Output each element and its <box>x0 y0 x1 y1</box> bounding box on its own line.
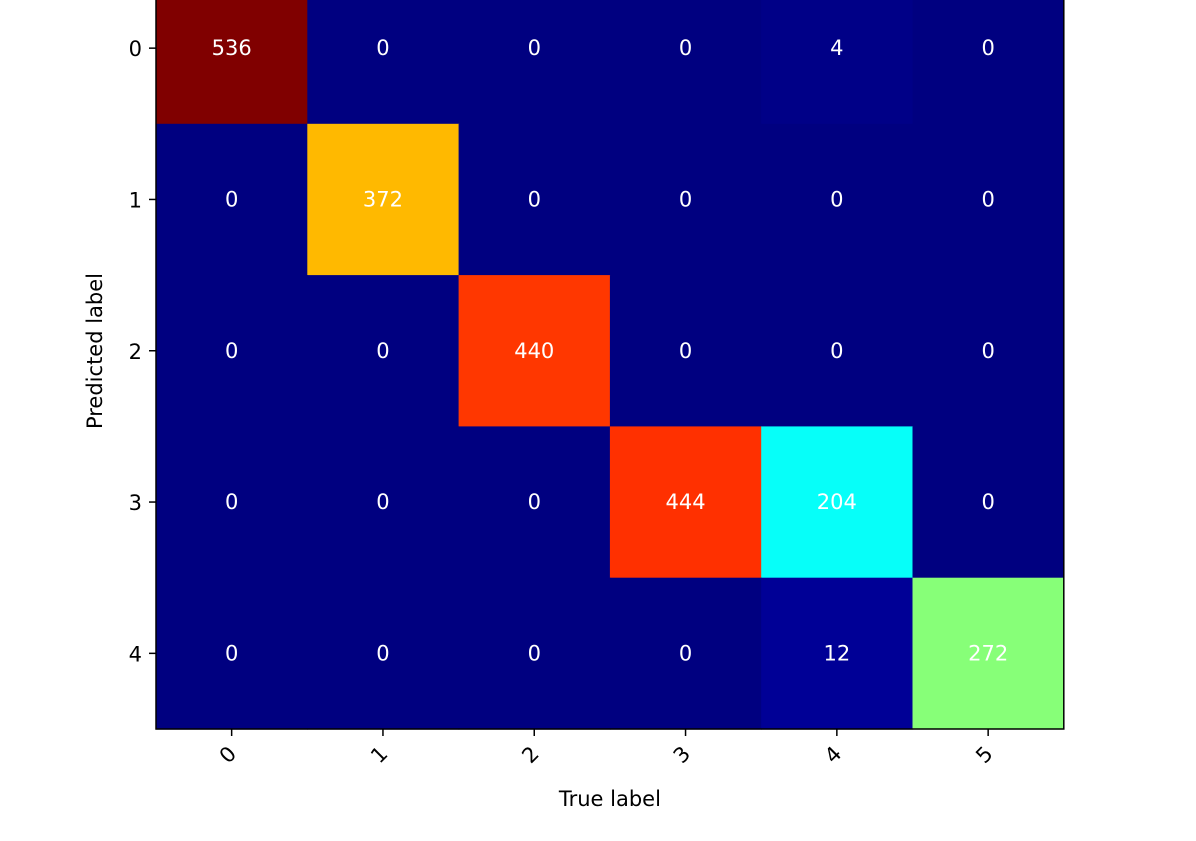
cell-value-label: 440 <box>514 339 554 363</box>
heatmap-cell <box>912 123 1065 276</box>
cell-value-label: 0 <box>679 641 692 665</box>
heatmap-cell <box>458 0 611 125</box>
heatmap-cell <box>761 0 914 125</box>
heatmap-cell <box>156 577 308 730</box>
heatmap-cell <box>761 577 914 730</box>
x-tick-label: 1 <box>366 742 392 768</box>
heatmap-cell <box>761 426 914 579</box>
heatmap-cell <box>307 0 460 125</box>
heatmap-cell <box>458 275 611 427</box>
heatmap-cell <box>609 275 762 427</box>
heatmap-cell <box>912 275 1065 427</box>
heatmap-cell <box>307 426 460 579</box>
heatmap-cell <box>458 123 611 276</box>
cell-value-label: 0 <box>679 187 692 211</box>
y-axis-ticks: 0 1 2 3 4 <box>129 37 156 666</box>
heatmap-cell <box>609 426 762 579</box>
y-tick-label: 3 <box>129 491 142 515</box>
x-tick-label: 5 <box>971 742 997 768</box>
x-tick-label: 3 <box>669 742 695 768</box>
x-tick-label: 0 <box>215 742 241 768</box>
cell-value-label: 0 <box>225 490 238 514</box>
cell-value-label: 4 <box>830 36 843 60</box>
heatmap-cell <box>912 577 1065 730</box>
cell-value-label: 0 <box>225 339 238 363</box>
x-tick-label: 4 <box>820 742 846 768</box>
cell-value-label: 0 <box>376 339 389 363</box>
x-axis-ticks: 0 1 2 3 4 5 <box>215 729 998 768</box>
heatmap-cell <box>609 0 762 125</box>
x-axis-label: True label <box>558 787 661 811</box>
cell-value-label: 0 <box>981 339 994 363</box>
cell-value-label: 0 <box>528 36 541 60</box>
y-tick-label: 4 <box>129 642 142 666</box>
heatmap-cell <box>156 426 308 579</box>
cell-value-label: 372 <box>363 187 403 211</box>
heatmap-cell <box>307 275 460 427</box>
cell-value-label: 0 <box>528 641 541 665</box>
heatmap-cell <box>156 123 308 276</box>
cell-value-label: 0 <box>981 36 994 60</box>
heatmap-cell <box>156 0 308 125</box>
heatmap-cell <box>761 123 914 276</box>
cell-value-label: 0 <box>830 187 843 211</box>
cell-value-label: 0 <box>376 490 389 514</box>
heatmap-cell <box>912 0 1065 125</box>
cell-value-label: 0 <box>225 187 238 211</box>
cell-value-label: 0 <box>981 187 994 211</box>
cell-value-label: 0 <box>679 36 692 60</box>
heatmap-cell <box>307 123 460 276</box>
cell-value-label: 0 <box>528 490 541 514</box>
cell-value-label: 0 <box>981 490 994 514</box>
cell-value-label: 444 <box>666 490 706 514</box>
heatmap-cell <box>609 123 762 276</box>
heatmap-cell <box>609 577 762 730</box>
cell-value-label: 0 <box>225 641 238 665</box>
y-tick-label: 1 <box>129 188 142 212</box>
cell-value-label: 0 <box>376 36 389 60</box>
cell-value-label: 272 <box>968 641 1008 665</box>
y-tick-label: 2 <box>129 340 142 364</box>
cell-value-label: 12 <box>823 641 850 665</box>
heatmap-cell <box>458 426 611 579</box>
heatmap-cell <box>912 426 1065 579</box>
cell-value-label: 204 <box>817 490 857 514</box>
y-axis-label: Predicted label <box>83 273 107 429</box>
heatmap-cell <box>761 275 914 427</box>
heatmap-cells: 536 0 0 0 4 0 0 372 0 0 0 0 0 0 440 0 0 0 0 0 0 444 204 0 0 0 0 0 12… <box>156 0 1065 730</box>
cell-value-label: 536 <box>212 36 252 60</box>
heatmap-cell <box>458 577 611 730</box>
cell-value-label: 0 <box>376 641 389 665</box>
cell-value-label: 0 <box>679 339 692 363</box>
cell-value-label: 0 <box>830 339 843 363</box>
cell-value-label: 0 <box>528 187 541 211</box>
heatmap-cell <box>156 275 308 427</box>
y-tick-label: 0 <box>129 37 142 61</box>
heatmap-cell <box>307 577 460 730</box>
x-tick-label: 2 <box>517 742 543 768</box>
